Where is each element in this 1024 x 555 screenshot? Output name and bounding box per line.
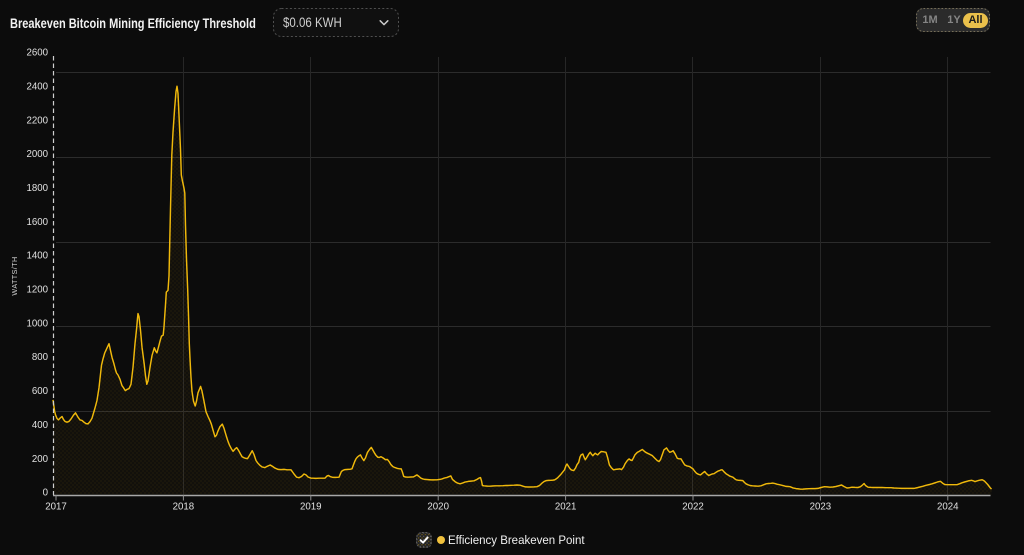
- svg-text:2200: 2200: [26, 115, 48, 126]
- svg-text:600: 600: [32, 386, 49, 397]
- svg-text:2017: 2017: [45, 502, 67, 513]
- svg-text:1000: 1000: [26, 318, 48, 329]
- svg-text:2020: 2020: [427, 502, 449, 513]
- svg-text:1800: 1800: [26, 183, 48, 194]
- svg-text:1200: 1200: [26, 285, 48, 296]
- svg-text:1600: 1600: [26, 217, 48, 228]
- svg-text:2600: 2600: [26, 48, 48, 59]
- svg-text:2022: 2022: [682, 502, 704, 513]
- svg-text:200: 200: [32, 454, 49, 465]
- svg-text:2018: 2018: [173, 502, 195, 513]
- svg-text:2400: 2400: [26, 81, 48, 92]
- svg-text:2019: 2019: [300, 502, 322, 513]
- svg-text:WATTS/TH: WATTS/TH: [10, 256, 19, 295]
- svg-text:1400: 1400: [26, 251, 48, 262]
- svg-text:2000: 2000: [26, 149, 48, 160]
- svg-text:400: 400: [32, 420, 49, 431]
- svg-text:2021: 2021: [555, 502, 577, 513]
- svg-text:2023: 2023: [810, 502, 832, 513]
- svg-text:2024: 2024: [937, 502, 959, 513]
- svg-text:0: 0: [43, 488, 49, 499]
- svg-text:800: 800: [32, 352, 49, 363]
